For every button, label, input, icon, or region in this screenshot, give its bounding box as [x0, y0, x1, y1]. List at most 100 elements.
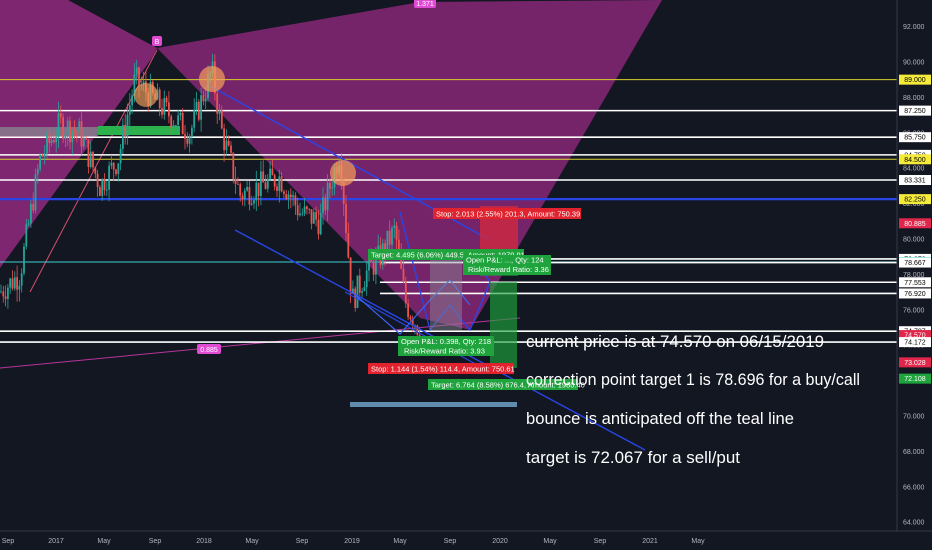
candle-body	[356, 275, 359, 309]
pattern-right-wing	[157, 0, 662, 330]
candle-body	[55, 137, 58, 143]
candle-body	[112, 162, 115, 170]
price-axis[interactable]: 92.00090.00088.00086.00084.00082.00080.0…	[896, 0, 932, 531]
candle-body	[361, 291, 363, 293]
candle-body	[271, 168, 274, 176]
wave-projection	[399, 211, 491, 332]
candle-body	[234, 178, 237, 184]
note-correction-target: correction point target 1 is 78.696 for …	[526, 370, 860, 389]
candle-body	[368, 256, 370, 271]
candle-body	[257, 182, 260, 196]
price-level-tag	[899, 257, 931, 268]
candle-body	[46, 134, 48, 154]
candle-body	[170, 116, 173, 128]
candle-body	[299, 213, 301, 216]
candle-body	[53, 140, 55, 143]
upper-stop-text: Stop: 2.013 (2.55%) 201.3, Amount: 750.3…	[436, 210, 580, 219]
pattern-label-ratio-top-bg	[414, 0, 436, 8]
upper-stop-box	[433, 208, 581, 219]
candle-body	[82, 138, 85, 147]
candle-body	[354, 288, 357, 309]
candle-body	[161, 108, 163, 115]
time-tick-label: Sep	[296, 538, 309, 545]
candle-body	[25, 224, 28, 247]
candle-body	[269, 168, 271, 179]
lower-pnl-box	[398, 336, 494, 356]
price-tick-label: 80.000	[903, 236, 925, 243]
price-level-tag-label: 85.750	[904, 135, 926, 142]
candle-body	[384, 243, 386, 255]
candle-body	[243, 190, 246, 200]
target-base-bar	[350, 402, 517, 407]
candle-body	[285, 193, 288, 199]
pattern-label-b-bg	[152, 36, 162, 46]
candle-body	[142, 81, 145, 85]
candle-body	[195, 101, 198, 110]
candle-body	[85, 138, 87, 140]
candle-body	[59, 113, 62, 118]
candle-body	[227, 140, 230, 146]
price-level-tag-label: 89.000	[904, 77, 926, 84]
candle-body	[0, 291, 2, 293]
candle-body	[232, 152, 235, 179]
wave-lines	[351, 279, 471, 335]
price-level-tag	[899, 74, 931, 85]
candle-body	[349, 257, 352, 294]
candle-body	[78, 121, 81, 133]
upper-pnl-text: Open P&L: ..., Qty: 124	[466, 256, 544, 265]
candle-body	[197, 101, 200, 120]
pattern-label-ratio-bottom-bg	[197, 344, 221, 354]
candle-body	[181, 112, 184, 135]
lower-target-box	[428, 379, 578, 390]
candle-body	[253, 200, 255, 204]
candle-body	[41, 154, 44, 157]
candle-body	[99, 187, 101, 196]
candle-body	[248, 187, 251, 205]
note-bounce: bounce is anticipated off the teal line	[526, 409, 794, 428]
candle-body	[289, 194, 292, 198]
candle-body	[216, 93, 219, 114]
time-axis[interactable]: Sep 2017 May Sep 2018 May Sep 2019 May Sep 2020 May…	[0, 530, 932, 550]
candle-body	[184, 134, 186, 139]
candle-body	[310, 209, 313, 224]
time-tick-label: May	[245, 538, 259, 545]
candle-body	[352, 288, 354, 294]
pivot-circle-3	[330, 160, 356, 186]
candle-body	[294, 195, 297, 206]
candle-body	[264, 182, 267, 189]
note-sell-target: target is 72.067 for a sell/put	[526, 448, 740, 467]
candle-body	[395, 225, 398, 240]
price-level-tag	[899, 277, 931, 288]
candle-body	[18, 285, 21, 290]
candle-body	[386, 230, 389, 255]
lower-target-text: Target: 6.764 (8.58%) 676.4, Amount: 198…	[431, 381, 585, 390]
candle-body	[87, 139, 90, 167]
price-level-tag-label: 74.172	[904, 340, 926, 347]
lower-pnl-text: Open P&L: 0.398, Qty: 218	[401, 337, 491, 346]
price-level-tag	[899, 154, 931, 165]
upper-pnl-box	[463, 255, 551, 275]
candle-body	[122, 124, 124, 149]
candle-body	[193, 109, 196, 128]
candle-body	[4, 296, 7, 300]
candle-body	[375, 254, 377, 275]
price-level-tag-label: 73.028	[904, 360, 926, 367]
candle-body	[202, 95, 205, 102]
candle-body	[174, 124, 177, 126]
candle-body	[200, 95, 202, 120]
candle-body	[23, 246, 25, 274]
price-tick-label: 84.000	[903, 166, 925, 173]
time-tick-label: Sep	[2, 538, 15, 545]
candle-body	[50, 140, 53, 143]
candle-body	[347, 233, 350, 258]
price-level-tag	[899, 218, 931, 229]
candle-body	[2, 291, 5, 297]
candle-body	[7, 287, 9, 300]
candle-body	[409, 317, 412, 320]
price-level-tag-label: 82.250	[904, 197, 926, 204]
candle-body	[108, 165, 110, 190]
price-level-tag-label: 78.667	[904, 260, 926, 267]
price-level-tag-label: 84.500	[904, 157, 926, 164]
channel-mid	[344, 291, 491, 373]
